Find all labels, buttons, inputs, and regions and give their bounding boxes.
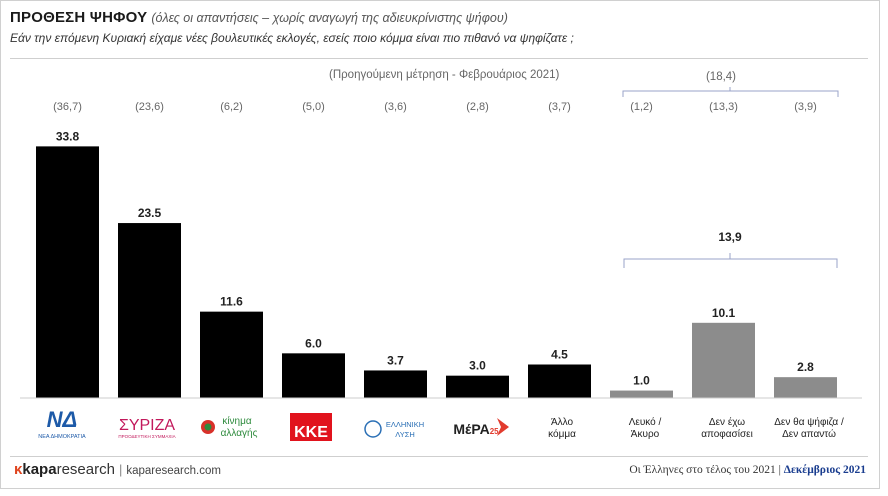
- mera25-logo-mark: ΜέΡΑ25: [453, 421, 499, 437]
- value-label-9: 2.8: [797, 360, 814, 374]
- blank-invalid-label-line1: Λευκό /: [629, 416, 662, 428]
- no-vote-label-line1: Δεν θα ψήφιζα /: [774, 416, 844, 428]
- previous-label-4: (3,6): [384, 101, 407, 113]
- kke-logo: ΚΚΕ: [290, 413, 332, 441]
- kinal-logo: κίνημα αλλαγής: [201, 415, 258, 439]
- kinal-logo-line2: αλλαγής: [221, 427, 258, 439]
- kinal-logo-line1: κίνημα: [222, 415, 252, 427]
- syriza-logo: ΣΥΡΙΖΑ ΠΡΟΟΔΕΥΤΙΚΗ ΣΥΜΜΑΧΙΑ: [118, 417, 175, 439]
- brand-name-bold: kapa: [22, 461, 57, 478]
- value-label-0: 33.8: [56, 129, 80, 143]
- kinal-logo-icon-inner: [204, 423, 212, 431]
- group-bracket: [623, 253, 838, 268]
- no-vote-label-line2: Δεν απαντώ: [782, 428, 836, 440]
- value-label-4: 3.7: [387, 353, 404, 367]
- source-note: Οι Έλληνες στο τέλος του 2021 | Δεκέμβρι…: [629, 464, 866, 476]
- group-total-label: 13,9: [718, 230, 742, 244]
- other-party-label-line2: κόμμα: [548, 428, 576, 440]
- header-divider: [10, 58, 868, 59]
- brand-url: kaparesearch.com: [126, 465, 221, 477]
- group-bracket-line: [623, 253, 838, 268]
- value-label-5: 3.0: [469, 359, 486, 373]
- undecided-label-line2: αποφασίσει: [701, 428, 753, 440]
- brand-name: research: [56, 461, 115, 478]
- title-subtitle: (όλες οι απαντήσεις – χωρίς αναγωγή της …: [151, 11, 508, 25]
- brand-icon: κ: [14, 461, 23, 478]
- mera25-arrow-icon: [497, 418, 509, 436]
- value-label-6: 4.5: [551, 348, 568, 362]
- previous-label-9: (3,9): [794, 101, 817, 113]
- bar-6: [528, 364, 591, 398]
- brand-logo: κkaparesearch | kaparesearch.com: [14, 461, 221, 478]
- survey-question: Εάν την επόμενη Κυριακή είχαμε νέες βουλ…: [10, 31, 574, 45]
- mera25-logo-text: ΜέΡΑ: [453, 421, 489, 437]
- mera25-logo-number: 25: [490, 427, 499, 436]
- nd-logo-subtext: ΝΕΑ ΔΗΜΟΚΡΑΤΙΑ: [38, 434, 86, 440]
- bars-layer: 33.8 (36,7) 23.5 (23,6) 11.6 (6,2) 6.0 (5,0) 3.7…: [36, 101, 837, 398]
- previous-label-2: (6,2): [220, 101, 243, 113]
- elliniki-lysi-logo: ΕΛΛΗΝΙΚΗ ΛΥΣΗ: [364, 420, 424, 439]
- bar-4: [364, 370, 427, 398]
- value-label-2: 11.6: [220, 295, 243, 309]
- kke-logo-mark: ΚΚΕ: [294, 424, 328, 441]
- bar-9: [774, 377, 837, 398]
- source-text: Οι Έλληνες στο τέλος του 2021: [629, 464, 776, 476]
- brand-separator: |: [118, 462, 123, 477]
- nd-logo: ΝΔ ΝΕΑ ΔΗΜΟΚΡΑΤΙΑ: [38, 407, 86, 440]
- previous-bracket-line: [622, 87, 839, 97]
- undecided-label-line1: Δεν έχω: [709, 416, 745, 428]
- mera25-logo: ΜέΡΑ25: [453, 418, 509, 437]
- value-label-7: 1.0: [633, 374, 650, 388]
- previous-label-5: (2,8): [466, 101, 489, 113]
- elliniki-lysi-line2: ΛΥΣΗ: [395, 430, 415, 439]
- bar-5: [446, 375, 509, 398]
- previous-group-bracket: [622, 87, 839, 97]
- bar-7: [610, 390, 673, 398]
- previous-label-7: (1,2): [630, 101, 653, 113]
- previous-label-3: (5,0): [302, 101, 325, 113]
- previous-label-1: (23,6): [135, 101, 164, 113]
- bar-1: [118, 223, 181, 398]
- syriza-logo-subtext: ΠΡΟΟΔΕΥΤΙΚΗ ΣΥΜΜΑΧΙΑ: [118, 434, 175, 439]
- blank-invalid-label-line2: Άκυρο: [631, 429, 660, 440]
- value-label-3: 6.0: [305, 336, 322, 350]
- source-date: Δεκέμβριος 2021: [783, 464, 866, 476]
- elliniki-lysi-icon: [364, 420, 382, 438]
- footer-divider: [10, 456, 868, 457]
- bar-8: [692, 322, 755, 398]
- previous-group-total: (18,4): [706, 71, 736, 83]
- value-label-1: 23.5: [138, 206, 162, 220]
- source-separator: |: [778, 464, 781, 476]
- bar-3: [282, 353, 345, 398]
- title-main: ΠΡΟΘΕΣΗ ΨΗΦΟΥ: [10, 9, 148, 26]
- nd-logo-mark: ΝΔ: [47, 407, 78, 432]
- bar-0: [36, 146, 99, 398]
- chart-title: ΠΡΟΘΕΣΗ ΨΗΦΟΥ (όλες οι απαντήσεις – χωρίς…: [10, 9, 508, 26]
- value-label-8: 10.1: [712, 306, 736, 320]
- previous-label-6: (3,7): [548, 101, 571, 113]
- syriza-logo-mark: ΣΥΡΙΖΑ: [119, 417, 175, 434]
- other-party-label-line1: Άλλο: [551, 417, 574, 428]
- previous-label-8: (13,3): [709, 101, 738, 113]
- previous-measurement-note: (Προηγούμενη μέτρηση - Φεβρουάριος 2021): [329, 69, 560, 81]
- elliniki-lysi-line1: ΕΛΛΗΝΙΚΗ: [386, 420, 424, 429]
- bar-2: [200, 311, 263, 398]
- kke-logo-bg: [290, 413, 332, 441]
- previous-label-0: (36,7): [53, 101, 82, 113]
